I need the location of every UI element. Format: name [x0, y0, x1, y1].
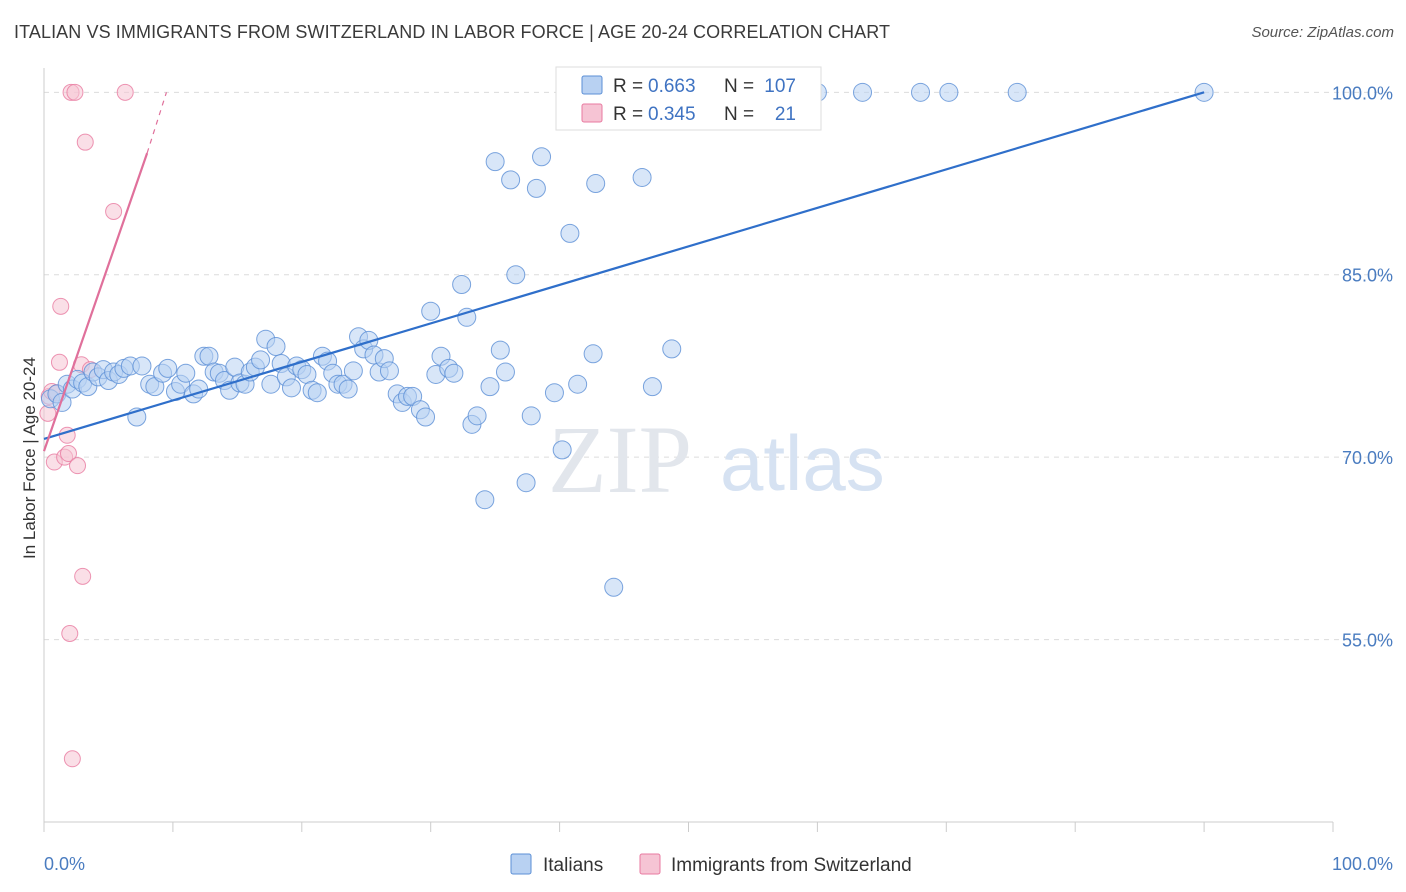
x-tick-label-1: 100.0% [1332, 854, 1393, 874]
italians-point-55 [338, 379, 358, 399]
italians-point-78 [467, 406, 487, 426]
legend-r-label-italians: R = [613, 76, 643, 97]
switzerland-point-10 [61, 625, 79, 642]
y-tick-labels: 55.0% 70.0% 85.0% 100.0% [1332, 83, 1393, 650]
italians-point-21 [158, 358, 178, 378]
x-tick-label-0: 0.0% [44, 854, 85, 874]
italians-point-85 [506, 265, 526, 285]
switzerland-point-16 [74, 567, 92, 585]
source-credit: Source: ZipAtlas.com [1251, 24, 1394, 41]
italians-point-84 [501, 170, 521, 190]
italians-point-92 [560, 223, 580, 243]
y-tick-label-2: 85.0% [1342, 266, 1393, 286]
switzerland-point-9 [59, 445, 77, 463]
italians-point-82 [490, 340, 510, 360]
italians-point-47 [297, 364, 317, 384]
y-tick-label-3: 100.0% [1332, 83, 1393, 103]
legend-r-value-italians: 0.663 [648, 76, 696, 97]
italians-point-93 [568, 374, 588, 394]
italians-point-98 [642, 377, 662, 397]
italians-point-91 [552, 440, 572, 460]
switzerland-point-6 [52, 297, 70, 315]
bottom-legend: Italians Immigrants from Switzerland [510, 853, 912, 876]
italians-point-96 [604, 577, 624, 597]
italians-point-75 [452, 274, 472, 294]
x-tick-labels: 0.0% 100.0% [44, 854, 1393, 874]
legend-swatch-switzerland [581, 103, 603, 123]
switzerland-point-12 [63, 750, 81, 768]
legend-n-value-switzerland: 21 [775, 104, 796, 125]
legend-r-value-switzerland: 0.345 [648, 104, 696, 125]
italians-point-81 [485, 152, 505, 172]
trend-line-switzerland [42, 152, 149, 452]
italians-point-106 [911, 82, 931, 102]
legend-n-value-italians: 107 [764, 76, 796, 97]
legend-swatch-italians [581, 75, 603, 95]
y-axis-label: In Labor Force | Age 20-24 [20, 357, 39, 559]
italians-point-83 [495, 362, 515, 382]
stats-legend: R = 0.663 N = 107 R = 0.345 N = 21 [555, 66, 822, 131]
italians-point-88 [526, 178, 546, 198]
italians-point-40 [261, 374, 281, 394]
y-tick-label-0: 55.0% [1342, 631, 1393, 651]
italians-point-99 [662, 339, 682, 359]
italians-point-49 [307, 383, 327, 403]
y-tick-label-1: 70.0% [1342, 448, 1393, 468]
italians-point-69 [416, 407, 436, 427]
italians-point-94 [583, 344, 603, 364]
italians-point-95 [586, 174, 606, 194]
italians-point-86 [516, 473, 536, 493]
italians-point-80 [480, 377, 500, 397]
italians-point-56 [343, 361, 363, 381]
italians-point-89 [532, 147, 552, 167]
italians-point-17 [132, 356, 152, 376]
switzerland-point-13 [66, 83, 84, 101]
switzerland-point-5 [50, 353, 68, 371]
italians-point-41 [266, 336, 286, 356]
italians-point-87 [521, 406, 541, 426]
italians-point-28 [199, 346, 219, 366]
watermark-zip: ZIP [548, 406, 692, 513]
italians-point-38 [251, 350, 271, 370]
bottom-legend-swatch-italians [510, 853, 532, 875]
switzerland-point-20 [116, 83, 134, 101]
bottom-legend-switzerland: Immigrants from Switzerland [671, 855, 912, 876]
bottom-legend-italians: Italians [543, 855, 603, 876]
bottom-legend-swatch-switzerland [639, 853, 661, 875]
trend-line-switzerland-extension [146, 92, 168, 154]
switzerland-point-19 [105, 203, 123, 221]
italians-point-24 [176, 363, 196, 383]
italians-point-108 [1007, 82, 1027, 102]
switzerland-point-14 [69, 457, 87, 475]
italians-point-63 [379, 361, 399, 381]
italians-point-90 [544, 383, 564, 403]
legend-n-label-italians: N = [724, 76, 754, 97]
italians-point-70 [421, 301, 441, 321]
italians-point-2 [52, 392, 72, 412]
trend-line-italians [43, 91, 1205, 440]
watermark-atlas: atlas [720, 419, 885, 507]
series-italians-points [40, 82, 1214, 597]
gridlines [44, 91, 1393, 641]
italians-point-44 [281, 378, 301, 398]
italians-point-97 [632, 167, 652, 187]
legend-r-label-switzerland: R = [613, 104, 643, 125]
legend-n-label-switzerland: N = [724, 104, 754, 125]
italians-point-105 [853, 82, 873, 102]
chart-title: ITALIAN VS IMMIGRANTS FROM SWITZERLAND I… [14, 22, 891, 42]
switzerland-point-17 [76, 133, 94, 151]
italians-point-107 [939, 82, 959, 102]
italians-point-74 [444, 363, 464, 383]
italians-point-79 [475, 490, 495, 510]
trend-lines [42, 91, 1205, 452]
axes [43, 68, 1334, 832]
